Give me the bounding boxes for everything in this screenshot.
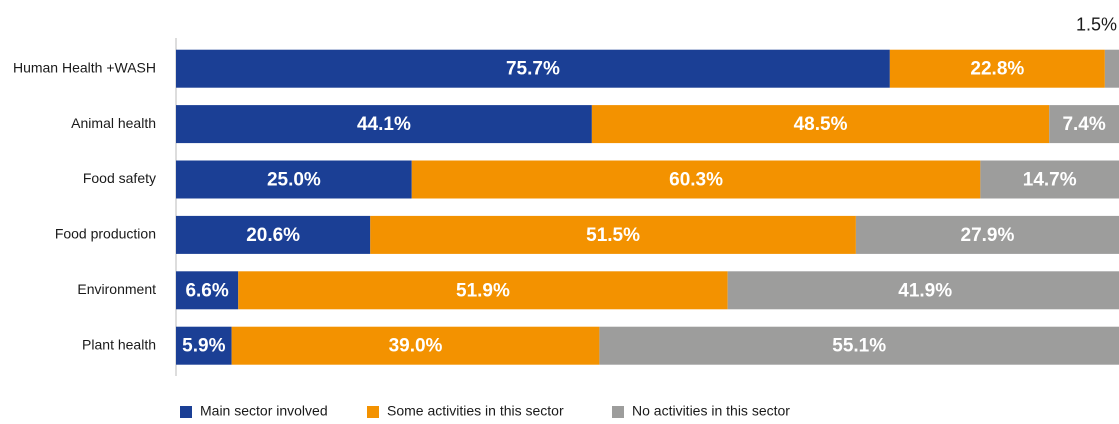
bar-segment — [1049, 105, 1119, 144]
bar-segment — [176, 160, 412, 199]
value-label: 51.5% — [586, 225, 640, 246]
legend-swatch — [367, 406, 379, 418]
category-label: Human Health +WASH — [13, 59, 156, 75]
value-label: 27.9% — [961, 225, 1015, 246]
value-label: 7.4% — [1062, 114, 1105, 135]
legend-swatch — [612, 406, 624, 418]
value-label: 41.9% — [898, 280, 952, 301]
bar-segment — [980, 160, 1119, 199]
bar-segment — [411, 160, 981, 199]
value-label: 14.7% — [1023, 170, 1077, 191]
bar-segment — [599, 326, 1119, 365]
bar-segment — [727, 271, 1119, 310]
bar-segment — [591, 105, 1050, 144]
value-label: 22.8% — [970, 59, 1024, 80]
category-label: Food safety — [83, 170, 156, 186]
value-label: 25.0% — [267, 170, 321, 191]
value-label: 51.9% — [456, 280, 510, 301]
value-label: 1.5% — [1076, 14, 1117, 34]
bar-segment — [1104, 49, 1119, 88]
legend-label: No activities in this sector — [632, 403, 790, 419]
bar-segment — [176, 105, 592, 144]
category-label: Animal health — [71, 115, 156, 131]
value-label: 6.6% — [185, 280, 228, 301]
category-label: Food production — [55, 226, 156, 242]
bar-segment — [238, 271, 728, 310]
value-label: 5.9% — [182, 336, 225, 357]
bar-segment — [370, 215, 856, 254]
legend-label: Main sector involved — [200, 403, 328, 419]
value-label: 20.6% — [246, 225, 300, 246]
bar-segment — [176, 215, 371, 254]
bar-segment — [889, 49, 1105, 88]
legend-label: Some activities in this sector — [387, 403, 564, 419]
value-label: 48.5% — [794, 114, 848, 135]
category-label: Plant health — [82, 336, 156, 352]
value-label: 55.1% — [832, 336, 886, 357]
bar-segment — [231, 326, 600, 365]
bar-segment — [176, 49, 890, 88]
bar-segment — [176, 271, 239, 310]
value-label: 75.7% — [506, 59, 560, 80]
value-label: 60.3% — [669, 170, 723, 191]
legend-swatch — [180, 406, 192, 418]
bar-segment — [176, 326, 232, 365]
value-label: 39.0% — [389, 336, 443, 357]
category-label: Environment — [77, 281, 156, 297]
value-label: 44.1% — [357, 114, 411, 135]
bar-segment — [855, 215, 1119, 254]
